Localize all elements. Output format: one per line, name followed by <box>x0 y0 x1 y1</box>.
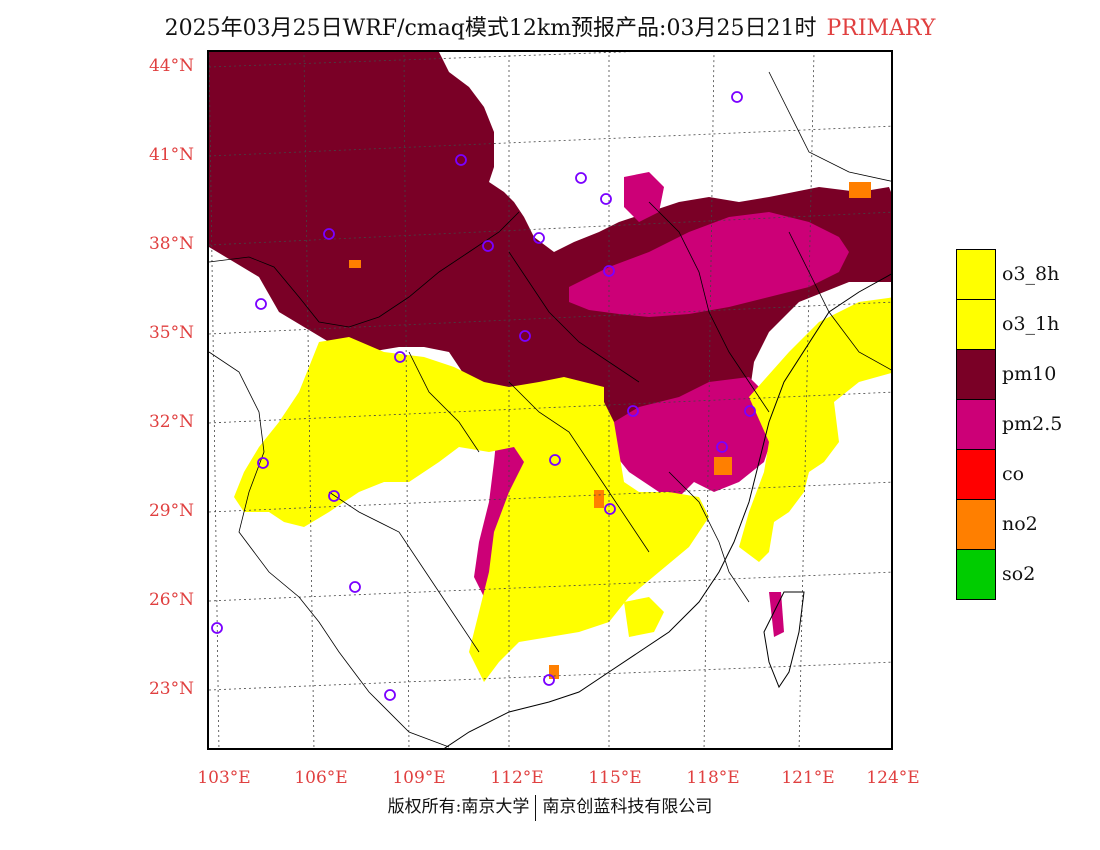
legend-swatch <box>956 299 996 350</box>
lon-label: 115°E <box>588 768 642 788</box>
title-primary-tag: PRIMARY <box>826 16 936 41</box>
legend-swatch <box>956 549 996 600</box>
no2-patch-4 <box>349 260 361 268</box>
lat-label: 32°N <box>148 412 194 432</box>
legend-swatch <box>956 499 996 550</box>
taiwan-outline <box>763 591 805 689</box>
legend-label: o3_1h <box>1002 313 1060 335</box>
legend-swatch <box>956 249 996 300</box>
forecast-map <box>209 52 891 748</box>
legend-label: o3_8h <box>1002 263 1060 285</box>
coastline <box>444 273 891 748</box>
copyright-right: 南京创蓝科技有限公司 <box>542 797 713 817</box>
lat-label: 41°N <box>148 145 194 165</box>
legend-label: pm2.5 <box>1002 413 1063 435</box>
lon-label: 103°E <box>197 768 251 788</box>
lon-label: 112°E <box>490 768 544 788</box>
no2-patch-2 <box>714 457 732 475</box>
legend-swatch <box>956 449 996 500</box>
legend-label: pm10 <box>1002 363 1057 385</box>
copyright-left: 版权所有:南京大学 <box>387 797 530 817</box>
legend-label: no2 <box>1002 513 1038 535</box>
lat-label: 35°N <box>148 323 194 343</box>
no2-patch-5 <box>549 665 559 679</box>
pm25-region-north <box>624 172 664 222</box>
lon-label: 109°E <box>392 768 446 788</box>
map-title: 2025年03月25日WRF/cmaq模式12km预报产品:03月25日21时 P… <box>0 10 1100 42</box>
no2-patch-3 <box>594 490 604 508</box>
lon-label: 106°E <box>294 768 348 788</box>
o3-region <box>234 337 709 682</box>
legend-label: co <box>1002 463 1025 485</box>
station-markers <box>211 91 756 701</box>
pm25-region-east <box>569 212 849 317</box>
o3-region-east <box>739 297 891 562</box>
lon-label: 121°E <box>781 768 835 788</box>
lat-label: 26°N <box>148 590 194 610</box>
legend-label: so2 <box>1002 563 1036 585</box>
lat-label: 38°N <box>148 234 194 254</box>
lat-label: 23°N <box>148 679 194 699</box>
map-frame[interactable] <box>207 50 893 750</box>
legend-swatch <box>956 399 996 450</box>
pm25-region-taiwan <box>769 592 784 637</box>
lon-label: 118°E <box>686 768 740 788</box>
legend-swatch <box>956 349 996 400</box>
o3-region-coast <box>624 597 664 637</box>
no2-patch-1 <box>849 182 871 198</box>
lat-label: 29°N <box>148 501 194 521</box>
lat-label: 44°N <box>148 56 194 76</box>
title-main: 2025年03月25日WRF/cmaq模式12km预报产品:03月25日21时 <box>164 16 817 41</box>
copyright-divider <box>535 794 537 821</box>
lon-label: 124°E <box>866 768 920 788</box>
copyright: 版权所有:南京大学 南京创蓝科技有限公司 <box>0 792 1100 821</box>
pm10-region <box>209 52 891 452</box>
graticule <box>209 52 891 748</box>
pm25-region-central <box>609 377 774 497</box>
